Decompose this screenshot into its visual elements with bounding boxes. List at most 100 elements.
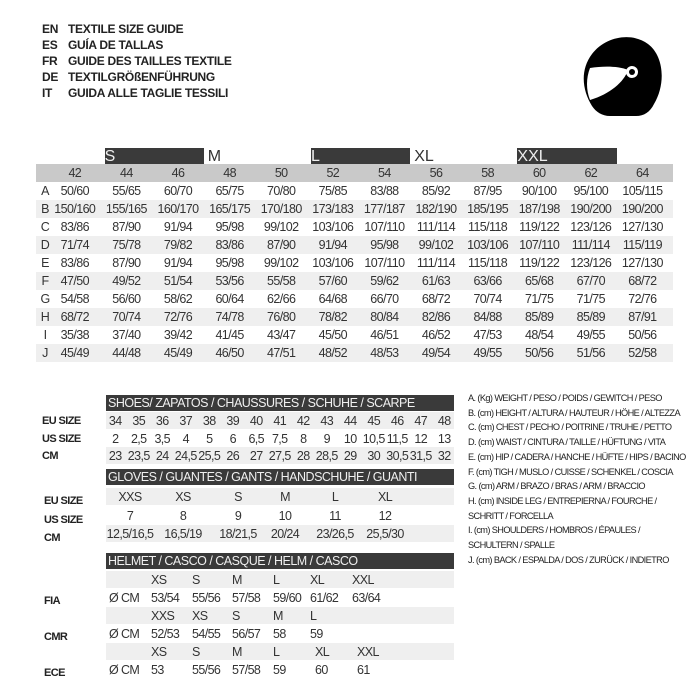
table-cell: 35/38 bbox=[60, 328, 90, 342]
size-band: XL bbox=[414, 148, 513, 165]
table-cell: 57/60 bbox=[318, 274, 348, 288]
table-cell: 6 bbox=[229, 431, 237, 446]
row-label: EU SIZE bbox=[44, 495, 83, 507]
helmet-size: XL bbox=[310, 573, 325, 587]
table-cell: 48 bbox=[437, 414, 451, 428]
legend-item: J. (cm) BACK / ESPALDA / DOS / ZURÜCK / … bbox=[468, 554, 669, 565]
table-cell: 83/86 bbox=[215, 238, 244, 252]
table-cell: 177/187 bbox=[363, 202, 406, 216]
table-cell: 48/54 bbox=[525, 328, 554, 342]
table-cell: 49/55 bbox=[473, 346, 502, 360]
legend-item: H. (cm) INSIDE LEG / ENTREPIERNA / FOURC… bbox=[468, 495, 657, 506]
table-cell: 59/62 bbox=[370, 274, 399, 288]
lang-code: EN bbox=[42, 22, 59, 36]
table-cell: 107/110 bbox=[364, 220, 405, 234]
helmet-size: XXS bbox=[151, 609, 175, 623]
shoes-header: SHOES/ ZAPATOS / CHAUSSURES / SCHUHE / S… bbox=[106, 395, 454, 411]
helmet-size: XS bbox=[151, 573, 167, 587]
row-key: G bbox=[40, 292, 50, 306]
table-cell: 55/65 bbox=[112, 184, 141, 198]
table-cell: 51/56 bbox=[576, 346, 606, 360]
table-cell: 68/72 bbox=[60, 310, 90, 324]
lang-code: IT bbox=[42, 86, 53, 100]
table-cell: 111/114 bbox=[416, 220, 456, 234]
table-cell: 6,5 bbox=[248, 431, 265, 446]
table-cell: 99/102 bbox=[263, 256, 299, 270]
table-cell: 29 bbox=[343, 449, 357, 463]
table-cell: 35 bbox=[132, 414, 146, 428]
table-cell: 48/53 bbox=[370, 346, 399, 360]
table-cell: 10 bbox=[343, 431, 357, 446]
table-cell: 60/70 bbox=[163, 184, 193, 198]
table-cell: 75/85 bbox=[318, 184, 348, 198]
size-band: S bbox=[104, 148, 204, 165]
table-cell: 13 bbox=[437, 431, 451, 446]
table-cell: 160/170 bbox=[157, 202, 199, 216]
table-cell: S bbox=[234, 490, 242, 504]
table-cell: 59 bbox=[273, 663, 286, 677]
helmet-size: L bbox=[310, 609, 317, 623]
table-cell: 83/86 bbox=[60, 256, 90, 270]
row-stripe bbox=[36, 344, 673, 362]
column-header: 58 bbox=[481, 166, 494, 180]
table-cell: 119/122 bbox=[519, 256, 560, 270]
size-band: L bbox=[311, 148, 411, 165]
helmet-size: M bbox=[273, 609, 283, 623]
table-cell: 46/52 bbox=[421, 328, 451, 342]
table-cell: 41 bbox=[273, 414, 287, 428]
table-cell: 99/102 bbox=[263, 220, 299, 234]
table-cell: 40 bbox=[249, 414, 263, 428]
table-cell: 185/195 bbox=[467, 202, 509, 216]
table-cell: 52/53 bbox=[151, 627, 180, 641]
table-cell: 103/106 bbox=[467, 238, 509, 252]
table-cell: 59/60 bbox=[273, 591, 302, 605]
column-header: 52 bbox=[326, 166, 340, 180]
helmet-standard-label: ECE bbox=[44, 667, 65, 679]
table-cell: 57/58 bbox=[232, 663, 261, 677]
table-cell: 49/52 bbox=[112, 274, 141, 288]
table-cell: 28 bbox=[296, 449, 310, 463]
table-cell: 46/51 bbox=[370, 328, 399, 342]
table-cell: 48/52 bbox=[318, 346, 348, 360]
table-cell: 190/200 bbox=[570, 202, 612, 216]
column-header: 48 bbox=[223, 166, 236, 180]
table-cell: 111/114 bbox=[571, 238, 611, 252]
table-cell: 39/42 bbox=[163, 328, 193, 342]
table-cell: 23 bbox=[108, 449, 122, 463]
table-cell: 115/119 bbox=[622, 238, 663, 252]
table-cell: 84/88 bbox=[473, 310, 502, 324]
table-cell: 11,5 bbox=[386, 431, 409, 446]
table-cell: 47 bbox=[414, 414, 428, 428]
column-header: 64 bbox=[636, 166, 649, 180]
row-stripe bbox=[106, 571, 454, 588]
table-cell: 187/198 bbox=[518, 202, 561, 216]
table-cell: 50/56 bbox=[628, 328, 657, 342]
table-cell: 52/58 bbox=[628, 346, 657, 360]
row-key: F bbox=[41, 274, 49, 288]
legend-item: SCHULTERN / SPALLE bbox=[468, 540, 555, 550]
helmet-unit: Ø CM bbox=[109, 663, 140, 677]
helmet-size: L bbox=[273, 573, 280, 587]
table-cell: 95/98 bbox=[215, 220, 244, 234]
title-text: GUIDA ALLE TAGLIE TESSILI bbox=[68, 86, 229, 100]
table-cell: 85/89 bbox=[525, 310, 554, 324]
helmet-size: S bbox=[192, 645, 200, 659]
table-cell: 45/49 bbox=[60, 346, 90, 360]
table-cell: 16,5/19 bbox=[164, 527, 202, 541]
table-cell: 107/110 bbox=[364, 256, 405, 270]
table-cell: 55/56 bbox=[192, 663, 221, 677]
table-cell: 127/130 bbox=[621, 256, 664, 270]
table-cell: 76/80 bbox=[267, 310, 296, 324]
table-cell: 115/118 bbox=[468, 220, 508, 234]
table-cell: 127/130 bbox=[621, 220, 664, 234]
helmet-size: M bbox=[232, 573, 242, 587]
table-cell: 61/63 bbox=[421, 274, 451, 288]
table-cell: 87/95 bbox=[473, 184, 502, 198]
table-cell: 9 bbox=[234, 508, 242, 523]
size-band-label: XL bbox=[414, 148, 434, 165]
table-cell: 39 bbox=[226, 414, 240, 428]
table-cell: 51/54 bbox=[163, 274, 193, 288]
table-cell: 165/175 bbox=[209, 202, 251, 216]
table-cell: 44/48 bbox=[112, 346, 141, 360]
table-cell: 78/82 bbox=[318, 310, 348, 324]
